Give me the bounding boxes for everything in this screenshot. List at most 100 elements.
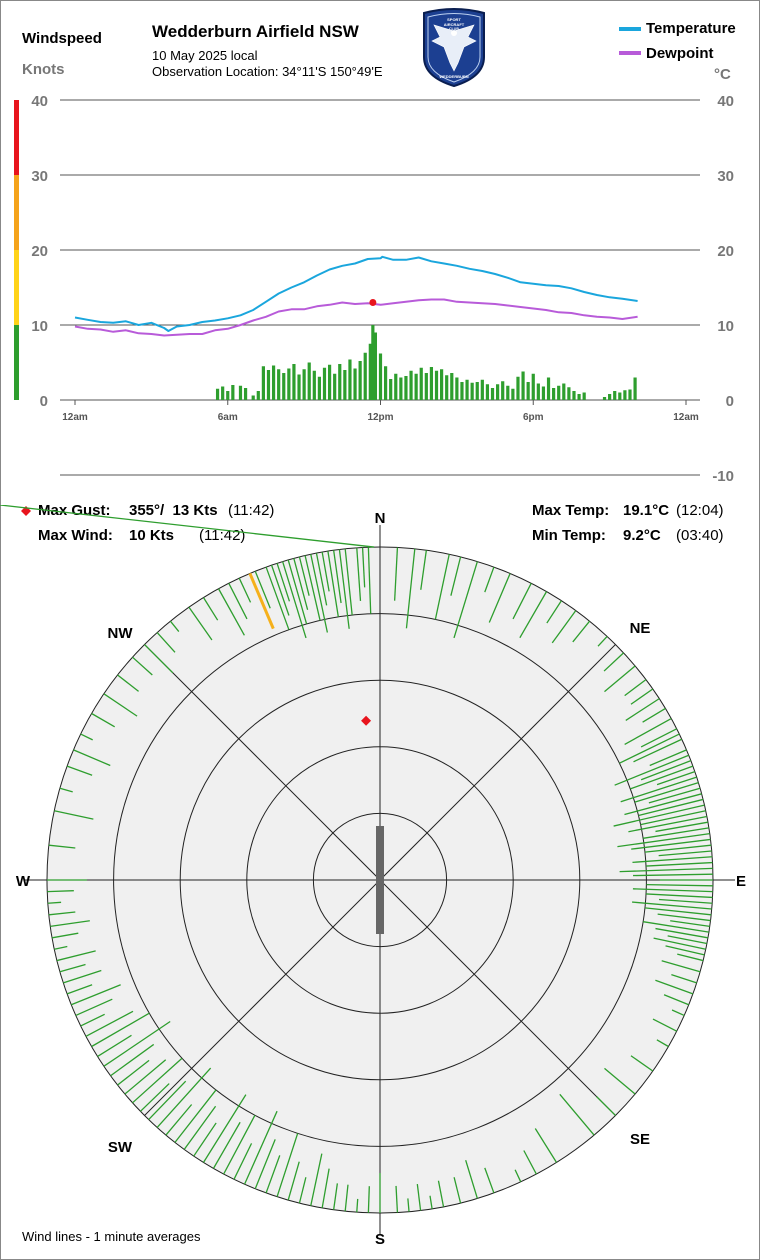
wind-line [228, 582, 248, 620]
windspeed-bar [302, 369, 306, 400]
wind-line [648, 787, 701, 804]
wind-line [617, 833, 710, 848]
logo-text-2: CLUB [449, 27, 459, 31]
windspeed-bar [633, 377, 637, 400]
wind-line [356, 547, 362, 602]
wind-line [640, 760, 692, 781]
wind-line [630, 1055, 654, 1072]
legend-dewpoint-label: Dewpoint [646, 45, 714, 62]
time-series-chart: -10 0 10 20 30 40 0 10 20 30 40 12am 6am 12pm 6pm 12am [14, 93, 734, 485]
wind-line [655, 979, 694, 995]
wind-line [420, 550, 427, 590]
right-tick-label: -10 [712, 468, 734, 485]
windspeed-bar [460, 382, 464, 400]
wind-line [630, 765, 694, 790]
wind-line [59, 787, 73, 793]
wind-line [619, 867, 713, 873]
wind-line [48, 844, 76, 849]
wind-line [212, 1121, 241, 1169]
windspeed-bar [567, 387, 571, 400]
windspeed-bar [582, 392, 586, 400]
windspeed-bar [378, 353, 383, 400]
windspeed-bar [531, 373, 535, 400]
wind-line [50, 920, 90, 927]
wind-line [640, 728, 678, 748]
windspeed-bar [368, 343, 372, 400]
left-tick-label: 10 [31, 318, 48, 335]
wind-line [597, 636, 608, 647]
windspeed-bar [277, 369, 281, 400]
wind-line [646, 893, 713, 899]
wind-line [344, 548, 353, 616]
wind-line [202, 1094, 247, 1163]
wind-line [643, 827, 710, 839]
windspeed-bar [394, 373, 398, 400]
windspeed-bar [221, 386, 225, 400]
wind-line [333, 1183, 339, 1210]
compass-label: W [16, 873, 31, 890]
logo-text-3: WEDDERBURN [439, 74, 468, 79]
windspeed-bar [480, 379, 484, 400]
wind-line [624, 679, 647, 697]
wind-line [293, 558, 309, 610]
windspeed-bar [419, 367, 423, 400]
max-temp-value: 19.1°C [623, 502, 670, 519]
knots-axis-unit: Knots [22, 61, 65, 78]
calm-indicator-bar [376, 826, 384, 934]
wind-line [624, 717, 672, 745]
right-tick-label: 0 [726, 393, 734, 410]
wind-line [254, 1139, 276, 1189]
windspeed-bar [238, 385, 243, 400]
wind-line [315, 552, 328, 606]
wind-line [655, 821, 709, 833]
wind-line [333, 550, 342, 604]
wind-line [233, 1143, 253, 1180]
wind-line [658, 898, 713, 904]
wind-line [551, 610, 577, 644]
windspeed-bar [322, 367, 327, 400]
celsius-unit: °C [714, 66, 731, 83]
wind-line [416, 1183, 422, 1211]
wind-line [670, 920, 710, 927]
windspeed-bar [613, 391, 617, 400]
windspeed-bar [546, 377, 551, 400]
windspeed-bar [409, 370, 413, 400]
wind-line [367, 1186, 370, 1213]
wind-line [132, 656, 153, 676]
wind-line [642, 707, 666, 723]
max-temp-label: Max Temp: [532, 502, 610, 519]
windspeed-bar [506, 385, 510, 400]
compass-label: S [375, 1231, 385, 1248]
wind-line [103, 693, 138, 717]
wind-line [148, 1080, 187, 1120]
observation-location: Observation Location: 34°11'S 150°49'E [152, 64, 383, 79]
wind-line [429, 1195, 433, 1210]
windspeed-bar [307, 362, 311, 400]
windspeed-bar [231, 385, 235, 400]
wind-line [254, 571, 271, 609]
windspeed-bar [256, 391, 260, 400]
wind-line [183, 1105, 217, 1150]
windspeed-bar [496, 384, 500, 400]
windspeed-bar [358, 361, 362, 400]
wind-line [546, 600, 562, 624]
wind-line [407, 1198, 410, 1212]
footer-note: Wind lines - 1 minute averages [22, 1229, 201, 1244]
wind-line [223, 1114, 256, 1175]
wind-line [632, 856, 713, 863]
windspeed-bar [371, 325, 375, 400]
wind-line [632, 901, 712, 910]
windspeed-bar [251, 395, 255, 400]
windspeed-bar [608, 394, 612, 400]
windspeed-bar [455, 377, 459, 400]
wind-line [97, 1034, 132, 1058]
wind-line [47, 901, 62, 904]
windspeed-axis-title: Windspeed [22, 30, 102, 47]
wind-line [188, 606, 213, 641]
x-tick-label: 12am [673, 412, 699, 423]
windspeed-bar [317, 376, 321, 400]
min-temp-time: (03:40) [676, 527, 724, 544]
wind-line [0, 505, 375, 548]
wind-line [282, 561, 307, 639]
max-gust-value: 355°/ 13 Kts [129, 502, 218, 519]
